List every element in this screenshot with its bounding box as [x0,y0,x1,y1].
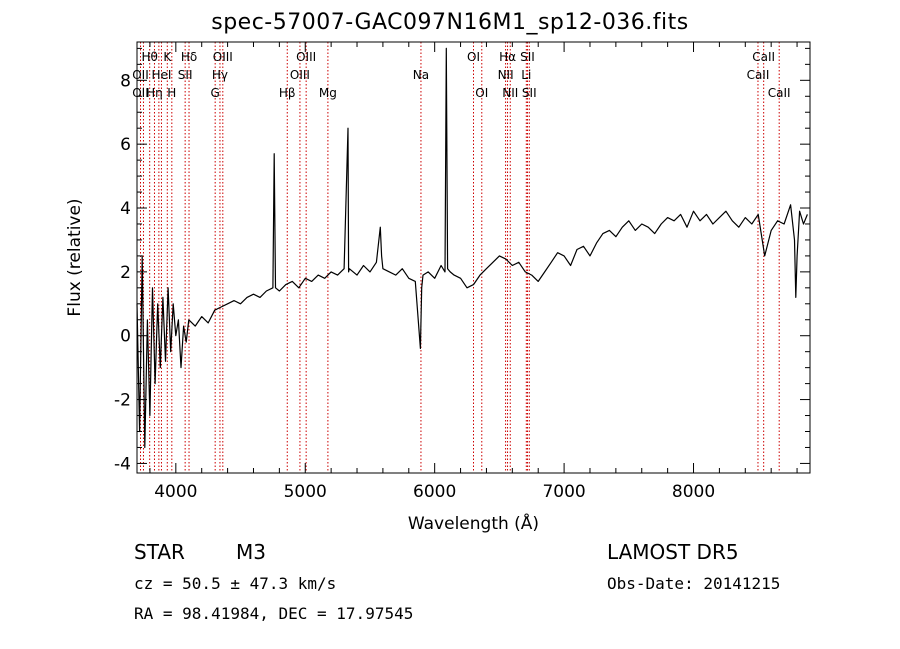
line-id-label: Hη [146,86,163,100]
survey-release: LAMOST DR5 [607,540,739,564]
line-id-label: Na [413,68,429,82]
x-axis-label: Wavelength (Å) [408,512,539,534]
plot-axes: 4000 5000 6000 7000 8000 -4 -2 0 2 4 6 8 Wavelength … [65,41,811,534]
line-id-label: Li [521,68,531,82]
spectrum-line [136,47,808,449]
x-tick-label: 5000 [284,482,327,502]
coordinates: RA = 98.41984, DEC = 17.97545 [134,604,414,623]
line-id-label: SII [520,50,535,64]
line-id-label: SII [178,68,193,82]
line-id-label: OI [467,50,480,64]
line-id-label: OII [132,68,149,82]
x-tick-label: 7000 [542,482,585,502]
line-id-label: G [211,86,220,100]
redshift-velocity: cz = 50.5 ± 47.3 km/s [134,574,337,593]
line-id-label: OIII [213,50,233,64]
y-tick-label: 2 [120,263,131,283]
x-tick-label: 6000 [413,482,456,502]
x-tick-label: 4000 [154,482,197,502]
line-id-label: CaII [768,86,791,100]
line-id-label: Hδ [181,50,197,64]
object-class: STAR [134,540,185,564]
line-id-label: Hθ [141,50,157,64]
y-axis-label: Flux (relative) [65,198,85,316]
line-id-label: Hβ [279,86,296,100]
y-tick-label: 8 [120,71,131,91]
emission-line-markers [139,42,780,473]
line-id-label: Hγ [212,68,228,82]
spectrum-series [136,47,808,449]
line-id-label: Hα [499,50,516,64]
line-id-label: NII [498,68,514,82]
line-id-label: OIII [290,68,310,82]
observation-date: Obs-Date: 20141215 [607,574,781,593]
object-subclass: M3 [236,540,266,564]
y-tick-label: 4 [120,199,131,219]
line-id-label: CaII [752,50,775,64]
x-tick-label: 8000 [672,482,715,502]
line-id-label: HeI [151,68,171,82]
chart-title: spec-57007-GAC097N16M1_sp12-036.fits [211,10,689,35]
line-id-label: NII [502,86,518,100]
line-id-label: OII [132,86,149,100]
line-id-labels: Hθ K Hδ OIII OIII OI Hα SII CaII OII HeI SII Hγ OIII N… [132,50,790,100]
y-tick-label: -2 [114,391,131,411]
y-tick-label: 0 [120,327,131,347]
line-id-label: OIII [296,50,316,64]
plot-frame [136,41,811,474]
line-id-label: CaII [747,68,770,82]
y-tick-label: 6 [120,135,131,155]
line-id-label: OI [475,86,488,100]
line-id-label: Mg [319,86,337,100]
line-id-label: SII [522,86,537,100]
y-tick-label: -4 [114,454,131,474]
line-id-label: K [163,50,172,64]
line-id-label: H [167,86,176,100]
